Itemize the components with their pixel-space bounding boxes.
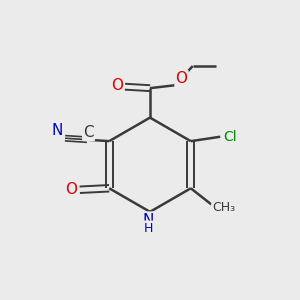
Text: N: N [52, 123, 63, 138]
Text: O: O [65, 182, 77, 197]
Text: Cl: Cl [224, 130, 237, 144]
Text: CH₃: CH₃ [212, 201, 235, 214]
Text: O: O [111, 78, 123, 93]
Text: C: C [83, 125, 94, 140]
Text: N: N [143, 213, 154, 228]
Text: O: O [176, 71, 188, 86]
Text: H: H [144, 221, 153, 235]
